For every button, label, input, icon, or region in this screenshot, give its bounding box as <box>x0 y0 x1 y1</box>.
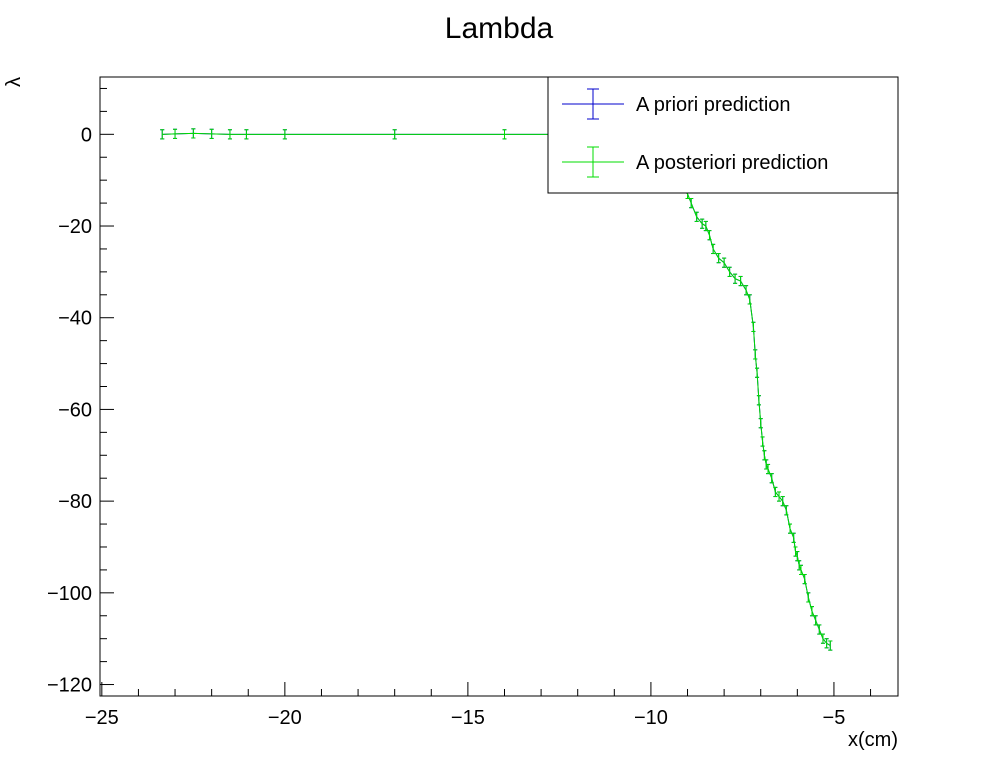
y-tick-label: −100 <box>47 583 92 605</box>
x-tick-label: −5 <box>823 707 846 729</box>
series-line <box>162 132 831 646</box>
x-tick-label: −25 <box>85 707 119 729</box>
legend-entry: A priori prediction <box>562 88 791 120</box>
x-tick-label: −20 <box>268 707 302 729</box>
chart-title: Lambda <box>445 12 554 45</box>
y-tick-label: 0 <box>81 124 92 146</box>
x-tick-label: −10 <box>634 707 668 729</box>
x-axis-title: x(cm) <box>848 729 898 751</box>
y-tick-label: −80 <box>58 491 92 513</box>
y-tick-label: −40 <box>58 308 92 330</box>
series-layer <box>160 128 833 651</box>
legend-entry: A posteriori prediction <box>562 146 828 178</box>
legend-label: A priori prediction <box>636 94 791 116</box>
y-axis-title: λ <box>3 77 25 87</box>
y-tick-label: −120 <box>47 675 92 697</box>
x-tick-label: −15 <box>451 707 485 729</box>
legend-label: A posteriori prediction <box>636 152 828 174</box>
legend-box <box>547 76 899 194</box>
y-tick-label: −60 <box>58 399 92 421</box>
axis-ticks: −25 −20 −15 −10 −5 0 −20 −40 −60 −80 −100 −120 <box>47 87 872 729</box>
y-tick-label: −20 <box>58 216 92 238</box>
series-line <box>162 132 831 646</box>
series-a-posteriori <box>160 128 833 651</box>
legend: A priori prediction A posteriori predicti… <box>547 76 899 194</box>
series-a-priori <box>160 128 833 651</box>
